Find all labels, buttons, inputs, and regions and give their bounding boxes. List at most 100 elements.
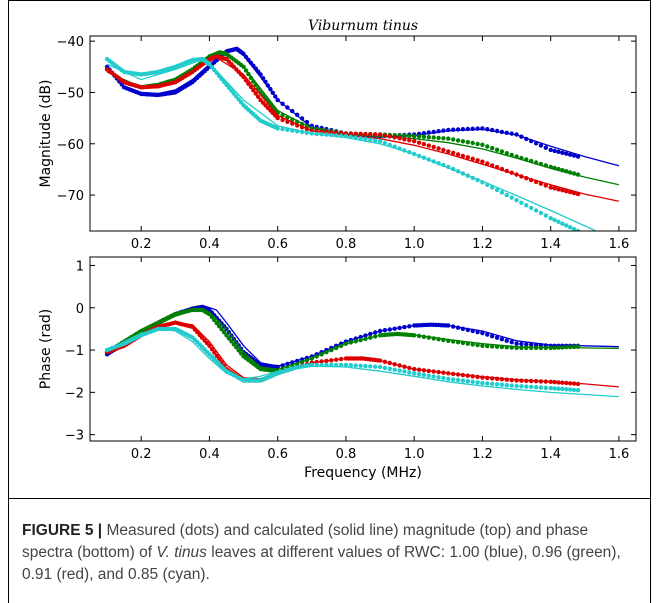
measured-point-0	[571, 153, 577, 158]
figure-divider	[8, 498, 651, 499]
measured-point-0	[499, 129, 505, 135]
x-tick-label: 0.8	[336, 237, 357, 252]
measured-point-2	[504, 377, 509, 382]
measured-point-1	[499, 149, 505, 154]
measured-point-1	[564, 345, 569, 350]
measured-point-0	[564, 151, 569, 156]
measured-point-2	[243, 78, 249, 83]
figure-caption: FIGURE 5 | Measured (dots) and calculate…	[22, 520, 642, 586]
measured-point-2	[538, 379, 544, 384]
caption-text-1: Measured (dots) and calculated (solid li…	[22, 522, 589, 561]
measured-point-2	[207, 343, 212, 348]
measured-point-3	[402, 369, 407, 374]
measured-point-3	[402, 148, 407, 153]
measured-point-3	[548, 385, 553, 391]
measured-point-3	[571, 227, 577, 231]
measured-point-1	[451, 137, 456, 142]
measured-point-1	[248, 75, 254, 81]
measured-point-2	[348, 131, 353, 136]
measured-point-1	[485, 343, 490, 349]
measured-point-2	[509, 170, 514, 175]
measured-point-1	[514, 345, 519, 351]
measured-point-3	[309, 131, 314, 136]
measured-point-1	[214, 321, 219, 326]
measured-point-3	[514, 383, 519, 389]
measured-point-1	[455, 138, 461, 143]
measured-point-3	[568, 225, 573, 230]
measured-point-1	[543, 163, 548, 168]
x-tick-label: 1.4	[540, 447, 561, 462]
measured-point-0	[480, 330, 485, 336]
measured-point-1	[234, 345, 239, 350]
measured-point-3	[348, 363, 353, 368]
measured-point-1	[253, 82, 258, 88]
measured-point-3	[412, 151, 417, 157]
measured-point-3	[499, 382, 505, 387]
measured-point-0	[304, 119, 310, 125]
measured-point-0	[460, 326, 466, 331]
measured-point-2	[441, 147, 446, 153]
measured-point-3	[455, 169, 461, 174]
measured-point-2	[412, 139, 417, 144]
measured-point-1	[231, 342, 236, 347]
figure-frame-top	[8, 0, 651, 1]
measured-point-1	[575, 344, 581, 349]
measured-point-0	[382, 328, 388, 333]
measured-point-0	[285, 105, 290, 110]
measured-point-2	[324, 358, 329, 364]
measured-point-2	[470, 374, 475, 379]
measured-point-1	[556, 345, 561, 350]
measured-point-2	[402, 137, 407, 142]
measured-point-0	[280, 101, 285, 107]
measured-point-3	[363, 363, 368, 369]
measured-point-1	[504, 345, 509, 350]
measured-point-1	[485, 144, 490, 149]
measured-point-2	[290, 121, 295, 126]
measured-point-0	[436, 129, 441, 134]
measured-point-3	[224, 82, 229, 88]
measured-point-3	[334, 133, 339, 138]
measured-point-3	[373, 138, 378, 143]
measured-point-1	[217, 324, 222, 329]
measured-point-1	[465, 140, 470, 145]
measured-point-3	[441, 375, 446, 381]
measured-point-0	[431, 129, 436, 135]
measured-point-3	[358, 136, 363, 141]
measured-point-2	[509, 377, 514, 383]
measured-point-2	[529, 177, 534, 183]
caption-text-2: leaves at different values of RWC: 1.00 …	[22, 544, 621, 583]
measured-point-2	[446, 149, 451, 154]
measured-point-3	[529, 384, 534, 390]
measured-point-1	[465, 341, 470, 346]
measured-point-2	[358, 131, 363, 137]
measured-point-3	[314, 131, 319, 137]
measured-point-3	[538, 385, 544, 390]
measured-point-1	[571, 344, 577, 350]
measured-point-0	[446, 127, 451, 133]
measured-point-1	[543, 345, 548, 351]
measured-point-0	[455, 127, 461, 132]
measured-point-1	[460, 340, 466, 346]
measured-point-1	[221, 330, 227, 335]
measured-point-3	[285, 127, 290, 132]
measured-point-2	[552, 379, 557, 385]
measured-point-3	[575, 388, 581, 393]
measured-point-2	[214, 353, 219, 358]
y-axis-label: Phase (rad)	[38, 309, 54, 389]
phase-panel: 0.2 0.4 0.6 0.8 1.0 1.2 1.4 1.6 −3 −2 −1 0 1 Phase (r…	[38, 256, 637, 481]
measured-point-2	[212, 350, 217, 355]
measured-point-2	[460, 372, 466, 378]
measured-point-3	[426, 157, 431, 162]
measured-point-2	[392, 362, 397, 367]
magnitude-panel: 0.2 0.4 0.6 0.8 1.0 1.2 1.4 1.6 −70 −60 −50 −40 Vibu…	[38, 18, 637, 252]
y-tick-label: −60	[57, 138, 84, 153]
measured-point-3	[363, 136, 368, 142]
measured-point-1	[402, 133, 407, 138]
y-tick-label: −3	[65, 429, 84, 444]
measured-point-3	[229, 88, 234, 93]
measured-point-2	[280, 117, 285, 123]
measured-point-1	[251, 79, 256, 84]
measured-point-2	[412, 366, 417, 372]
measured-point-3	[460, 378, 466, 383]
measured-point-2	[519, 378, 524, 383]
